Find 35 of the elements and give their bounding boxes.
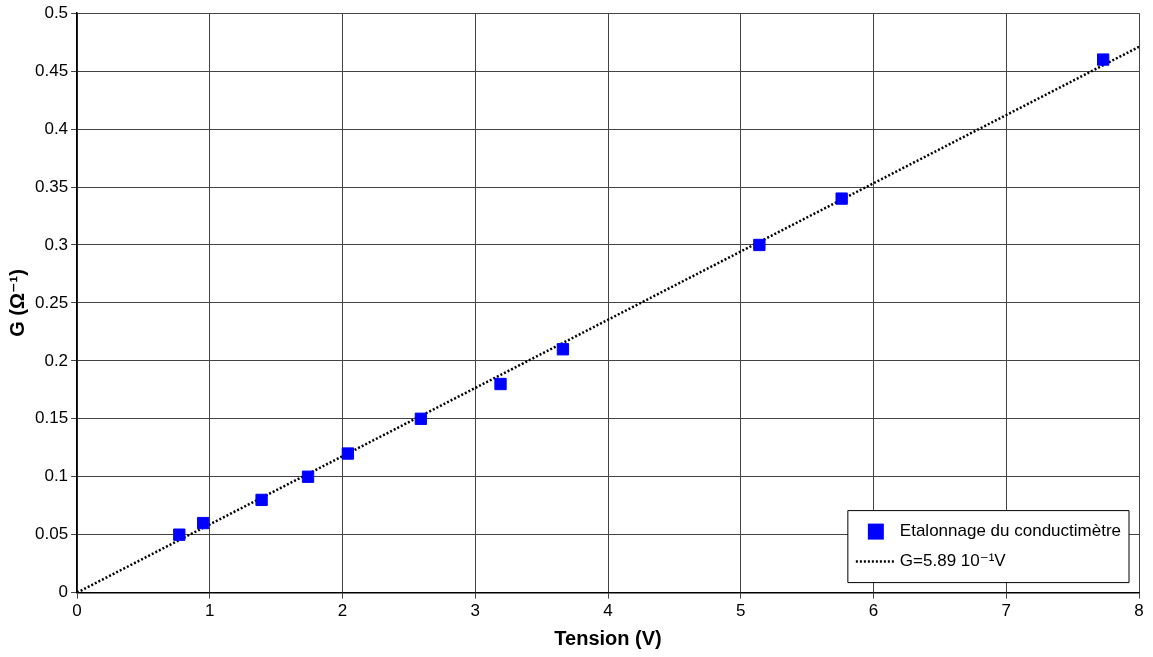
point: [556, 343, 570, 356]
x-tick-label: 4: [603, 601, 613, 621]
point: [173, 528, 186, 541]
x-axis-title: Tension (V): [554, 626, 662, 649]
point: [753, 238, 766, 252]
point: [301, 470, 315, 483]
y-tick-label: 0: [58, 582, 69, 602]
point: [197, 516, 210, 530]
x-tick-label: 8: [1134, 601, 1144, 621]
y-tick-label: 0.15: [34, 408, 69, 428]
y-axis-title: G (Ω⁻¹): [5, 269, 28, 337]
y-tick-label: 0.45: [34, 60, 69, 80]
y-tick-label: 0.05: [34, 524, 69, 544]
point: [255, 493, 268, 507]
legend-label: G=5.89 10⁻¹V: [899, 551, 1007, 571]
point: [835, 192, 848, 205]
y-tick-label: 0.25: [34, 292, 69, 312]
x-tick-label: 1: [205, 601, 215, 621]
point: [1097, 53, 1110, 66]
point: [494, 377, 507, 391]
y-tick-label: 0.5: [44, 2, 69, 22]
point: [414, 412, 428, 425]
x-tick-label: 3: [470, 601, 481, 621]
y-tick-label: 0.3: [44, 234, 69, 254]
x-tick-label: 7: [1001, 601, 1011, 621]
x-tick-label: 2: [337, 601, 348, 621]
y-tick-label: 0.4: [44, 118, 69, 138]
legend-label: Etalonnage du conductimètre: [899, 521, 1122, 541]
y-tick-label: 0.1: [44, 466, 69, 486]
x-tick-label: 6: [868, 601, 879, 621]
y-tick-label: 0.35: [34, 176, 69, 196]
x-tick-label: 5: [736, 601, 746, 621]
point: [341, 447, 355, 460]
x-tick-label: 0: [72, 601, 82, 621]
y-tick-label: 0.2: [44, 350, 69, 370]
